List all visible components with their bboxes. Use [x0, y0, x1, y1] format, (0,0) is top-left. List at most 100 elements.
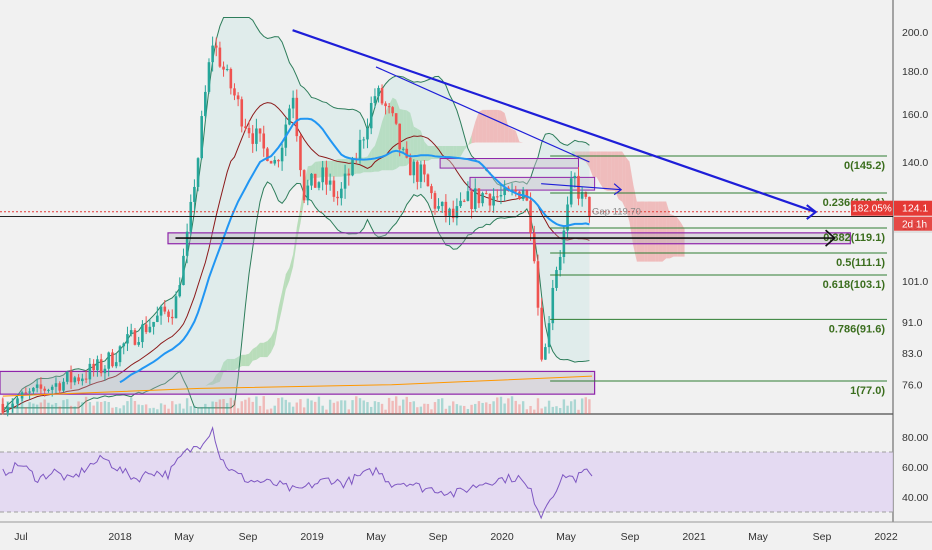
time-tick-label: May — [366, 531, 387, 543]
cloud-segment — [227, 358, 231, 371]
fib-level-label: 0(145.2) — [844, 160, 885, 172]
volume-bar — [88, 402, 92, 414]
candle-body — [141, 324, 144, 343]
volume-bar — [144, 404, 148, 414]
rsi-line-group — [2, 426, 593, 520]
time-tick-label: Jul — [14, 531, 27, 543]
volume-bar — [358, 398, 362, 414]
candle-body — [24, 392, 28, 394]
volume-bar — [551, 406, 554, 414]
volume-bar — [347, 409, 350, 414]
candle-body — [306, 185, 310, 201]
candle-body — [423, 164, 426, 175]
candle-body — [211, 45, 214, 63]
candle-body — [16, 398, 19, 404]
volume-bar — [73, 406, 77, 414]
candle-body — [536, 261, 540, 308]
candle-body — [277, 159, 280, 162]
countdown-badge — [894, 216, 932, 231]
volume-bar — [141, 405, 144, 414]
consolidation-box-lower — [469, 176, 596, 191]
volume-bar — [317, 396, 321, 414]
candle-body — [430, 186, 433, 194]
rsi-pane[interactable] — [0, 426, 893, 520]
candle-body — [416, 161, 419, 182]
price-pane[interactable]: 0(145.2)0.236(130.1)0.382(119.1)0.5(111.… — [0, 0, 932, 523]
rsi-axis[interactable]: 80.00 60.00 40.00 — [902, 432, 928, 504]
cloud-segment — [512, 128, 516, 143]
cloud-segment — [420, 130, 425, 161]
volume-bar — [84, 396, 88, 414]
major-downtrend[interactable] — [292, 29, 817, 214]
candle-body — [118, 346, 122, 363]
candle-body — [214, 45, 218, 48]
volume-bar — [351, 400, 354, 414]
candle-body — [236, 95, 240, 100]
volume-bar — [288, 402, 291, 414]
volume-bar — [236, 408, 240, 414]
candle-body — [547, 323, 551, 348]
candle-body — [88, 363, 92, 380]
candle-body — [451, 208, 455, 219]
cloud-segment — [589, 151, 594, 178]
candle-body — [193, 186, 196, 202]
volume-bar — [499, 396, 503, 414]
cloud-segment — [427, 145, 432, 161]
candle-body — [170, 316, 174, 319]
cloud-segment — [500, 110, 505, 143]
volume-bar — [269, 408, 273, 414]
volume-bar — [35, 404, 39, 414]
cloud-segment — [596, 151, 601, 184]
candle-body — [156, 315, 159, 322]
cloud-segment — [467, 134, 472, 146]
candle-body — [174, 296, 178, 319]
trendlines — [175, 29, 836, 247]
rsi-tick-label: 40.00 — [902, 492, 928, 504]
candle-body — [62, 381, 65, 391]
volume-bar — [96, 401, 99, 414]
volume-bar — [529, 405, 532, 414]
candle-body — [325, 167, 328, 185]
volume-bar — [103, 401, 107, 414]
volume-bar — [477, 401, 481, 414]
candle-body — [317, 182, 321, 188]
candle-body — [495, 196, 499, 198]
candle-body — [50, 386, 54, 390]
candle-body — [114, 362, 118, 367]
cloud-segment — [618, 151, 623, 202]
minor-downtrend[interactable] — [375, 66, 590, 163]
time-axis[interactable]: Jul 2018 May Sep 2019 May Sep 2020 May Sep 2021 May… — [14, 531, 898, 543]
volume-bar — [485, 402, 488, 414]
cloud-segment — [245, 353, 250, 367]
cloud-segment — [669, 213, 674, 259]
cloud-segment — [315, 161, 319, 178]
volume-bar — [69, 405, 73, 414]
volume-bar — [251, 401, 254, 414]
cloud-segment — [285, 267, 290, 290]
volume-bar — [437, 399, 440, 414]
candle-body — [1, 403, 5, 413]
volume-bar — [47, 402, 50, 414]
volume-bar — [156, 409, 159, 414]
volume-bar — [200, 407, 203, 414]
candle-body — [280, 147, 284, 162]
cloud-segment — [475, 111, 479, 143]
candle-body — [551, 287, 555, 324]
cloud-segment — [223, 358, 228, 373]
candle-body — [122, 343, 126, 347]
volume-bar — [547, 400, 551, 414]
volume-bar — [148, 408, 152, 414]
gap-label: Gap 119.70 — [592, 207, 641, 218]
price-tick-label: 83.0 — [902, 348, 923, 360]
cloud-segment — [629, 161, 634, 246]
volume-bar — [133, 400, 137, 414]
price-tick-label: 76.0 — [902, 380, 923, 392]
cloud-segment — [677, 217, 681, 257]
candle-body — [266, 148, 269, 162]
volume-bar — [455, 404, 459, 414]
volume-bar — [444, 408, 448, 414]
cloud-segment — [508, 126, 513, 143]
candle-body — [54, 383, 58, 387]
candle-body — [182, 255, 185, 286]
